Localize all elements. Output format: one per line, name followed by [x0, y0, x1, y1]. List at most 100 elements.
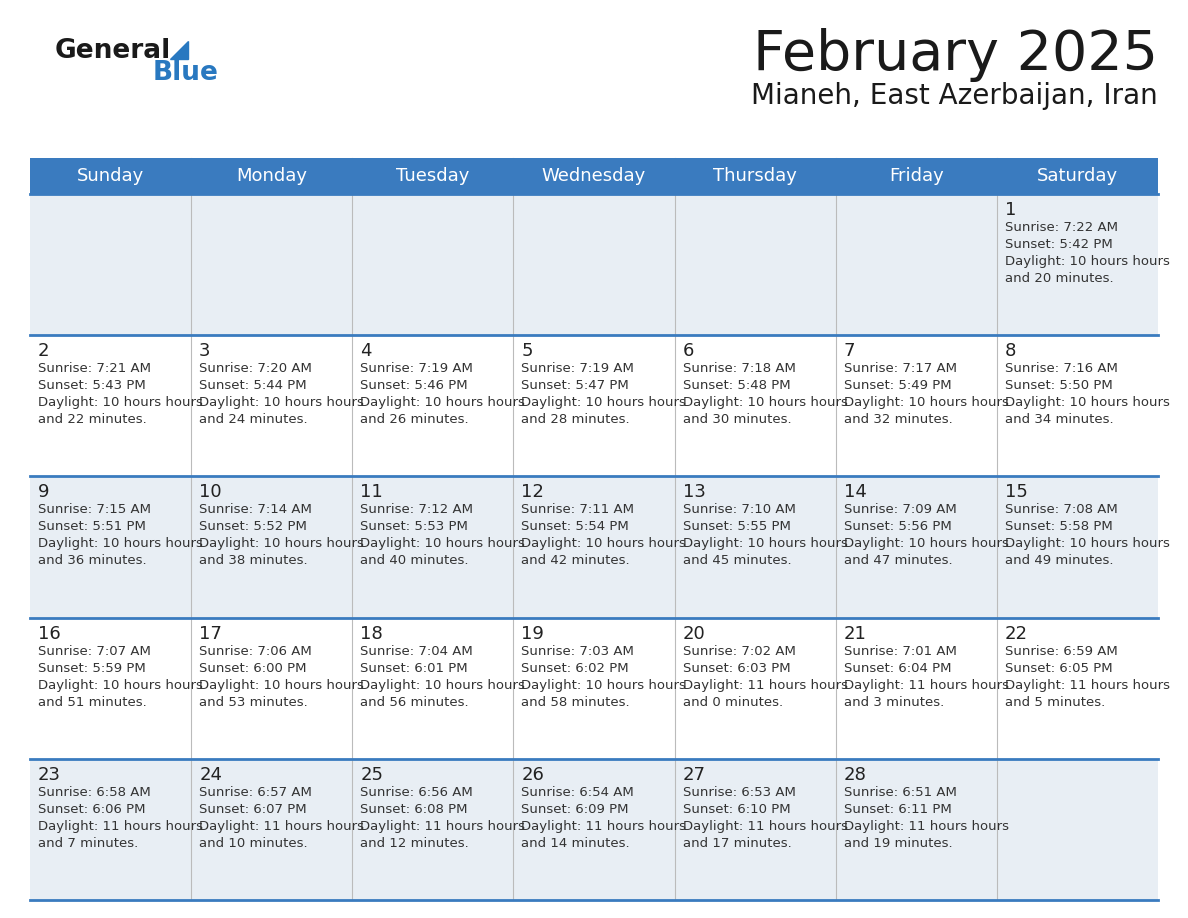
Text: 4: 4 — [360, 342, 372, 360]
Text: Sunset: 6:05 PM: Sunset: 6:05 PM — [1005, 662, 1112, 675]
Text: 20: 20 — [683, 624, 706, 643]
Text: and 12 minutes.: and 12 minutes. — [360, 837, 469, 850]
Text: Sunset: 6:10 PM: Sunset: 6:10 PM — [683, 803, 790, 816]
Text: Sunrise: 7:08 AM: Sunrise: 7:08 AM — [1005, 503, 1118, 517]
Text: 24: 24 — [200, 766, 222, 784]
Text: Daylight: 10 hours hours: Daylight: 10 hours hours — [200, 678, 364, 691]
Text: and 58 minutes.: and 58 minutes. — [522, 696, 630, 709]
Text: Sunset: 6:01 PM: Sunset: 6:01 PM — [360, 662, 468, 675]
Text: Sunrise: 7:22 AM: Sunrise: 7:22 AM — [1005, 221, 1118, 234]
Text: and 19 minutes.: and 19 minutes. — [843, 837, 953, 850]
Text: Sunset: 5:44 PM: Sunset: 5:44 PM — [200, 379, 307, 392]
Text: Daylight: 10 hours hours: Daylight: 10 hours hours — [38, 678, 203, 691]
Text: Daylight: 11 hours hours: Daylight: 11 hours hours — [1005, 678, 1170, 691]
Text: Sunset: 5:43 PM: Sunset: 5:43 PM — [38, 379, 146, 392]
Text: 1: 1 — [1005, 201, 1016, 219]
Text: and 24 minutes.: and 24 minutes. — [200, 413, 308, 426]
Text: 2: 2 — [38, 342, 50, 360]
Text: Sunset: 5:49 PM: Sunset: 5:49 PM — [843, 379, 952, 392]
Text: and 40 minutes.: and 40 minutes. — [360, 554, 469, 567]
Text: Daylight: 10 hours hours: Daylight: 10 hours hours — [200, 537, 364, 551]
Text: 13: 13 — [683, 484, 706, 501]
Text: Daylight: 11 hours hours: Daylight: 11 hours hours — [843, 678, 1009, 691]
Text: Daylight: 10 hours hours: Daylight: 10 hours hours — [1005, 537, 1170, 551]
Text: Daylight: 10 hours hours: Daylight: 10 hours hours — [360, 397, 525, 409]
Text: 16: 16 — [38, 624, 61, 643]
Text: Sunrise: 6:51 AM: Sunrise: 6:51 AM — [843, 786, 956, 799]
Text: Sunrise: 6:57 AM: Sunrise: 6:57 AM — [200, 786, 312, 799]
Text: and 20 minutes.: and 20 minutes. — [1005, 272, 1113, 285]
Text: Sunset: 6:11 PM: Sunset: 6:11 PM — [843, 803, 952, 816]
Text: Sunset: 5:42 PM: Sunset: 5:42 PM — [1005, 238, 1113, 251]
Text: Sunset: 5:52 PM: Sunset: 5:52 PM — [200, 521, 307, 533]
Text: Sunset: 5:47 PM: Sunset: 5:47 PM — [522, 379, 630, 392]
Text: Daylight: 10 hours hours: Daylight: 10 hours hours — [522, 397, 687, 409]
Text: 25: 25 — [360, 766, 384, 784]
Text: Sunset: 6:03 PM: Sunset: 6:03 PM — [683, 662, 790, 675]
Text: and 34 minutes.: and 34 minutes. — [1005, 413, 1113, 426]
Text: 21: 21 — [843, 624, 866, 643]
Bar — [30, 194, 1158, 335]
Text: Sunrise: 7:12 AM: Sunrise: 7:12 AM — [360, 503, 473, 517]
Text: Sunset: 6:04 PM: Sunset: 6:04 PM — [843, 662, 952, 675]
Text: and 22 minutes.: and 22 minutes. — [38, 413, 147, 426]
Text: and 53 minutes.: and 53 minutes. — [200, 696, 308, 709]
Text: Tuesday: Tuesday — [396, 167, 469, 185]
Text: and 56 minutes.: and 56 minutes. — [360, 696, 469, 709]
Text: 19: 19 — [522, 624, 544, 643]
Text: and 26 minutes.: and 26 minutes. — [360, 413, 469, 426]
Text: Sunset: 5:58 PM: Sunset: 5:58 PM — [1005, 521, 1113, 533]
Text: and 36 minutes.: and 36 minutes. — [38, 554, 146, 567]
Text: Sunrise: 6:54 AM: Sunrise: 6:54 AM — [522, 786, 634, 799]
Text: Sunrise: 7:19 AM: Sunrise: 7:19 AM — [522, 363, 634, 375]
Text: Sunset: 5:54 PM: Sunset: 5:54 PM — [522, 521, 630, 533]
Text: Daylight: 11 hours hours: Daylight: 11 hours hours — [200, 820, 365, 833]
Text: Sunrise: 6:59 AM: Sunrise: 6:59 AM — [1005, 644, 1118, 657]
Text: General: General — [55, 38, 171, 64]
Text: Sunrise: 7:06 AM: Sunrise: 7:06 AM — [200, 644, 312, 657]
Text: 5: 5 — [522, 342, 533, 360]
Text: Sunset: 5:48 PM: Sunset: 5:48 PM — [683, 379, 790, 392]
Text: Daylight: 10 hours hours: Daylight: 10 hours hours — [1005, 397, 1170, 409]
Text: Sunrise: 7:17 AM: Sunrise: 7:17 AM — [843, 363, 956, 375]
Text: Daylight: 10 hours hours: Daylight: 10 hours hours — [360, 537, 525, 551]
Text: Mianeh, East Azerbaijan, Iran: Mianeh, East Azerbaijan, Iran — [751, 82, 1158, 110]
Text: Sunset: 5:53 PM: Sunset: 5:53 PM — [360, 521, 468, 533]
Text: 8: 8 — [1005, 342, 1016, 360]
Text: Sunday: Sunday — [77, 167, 144, 185]
Text: 28: 28 — [843, 766, 866, 784]
Text: 10: 10 — [200, 484, 222, 501]
Text: and 14 minutes.: and 14 minutes. — [522, 837, 630, 850]
Text: 23: 23 — [38, 766, 61, 784]
Text: Thursday: Thursday — [713, 167, 797, 185]
Text: Sunrise: 6:56 AM: Sunrise: 6:56 AM — [360, 786, 473, 799]
Text: Sunrise: 7:18 AM: Sunrise: 7:18 AM — [683, 363, 796, 375]
Text: Daylight: 10 hours hours: Daylight: 10 hours hours — [522, 537, 687, 551]
Text: Daylight: 10 hours hours: Daylight: 10 hours hours — [38, 397, 203, 409]
Text: February 2025: February 2025 — [753, 28, 1158, 82]
Text: and 28 minutes.: and 28 minutes. — [522, 413, 630, 426]
Text: Sunset: 5:46 PM: Sunset: 5:46 PM — [360, 379, 468, 392]
Text: 18: 18 — [360, 624, 383, 643]
Text: 7: 7 — [843, 342, 855, 360]
Text: Daylight: 10 hours hours: Daylight: 10 hours hours — [683, 397, 847, 409]
Text: Daylight: 11 hours hours: Daylight: 11 hours hours — [843, 820, 1009, 833]
Text: and 38 minutes.: and 38 minutes. — [200, 554, 308, 567]
Text: Sunrise: 7:03 AM: Sunrise: 7:03 AM — [522, 644, 634, 657]
Text: Sunrise: 7:16 AM: Sunrise: 7:16 AM — [1005, 363, 1118, 375]
Text: Sunrise: 7:02 AM: Sunrise: 7:02 AM — [683, 644, 796, 657]
Text: Daylight: 10 hours hours: Daylight: 10 hours hours — [522, 678, 687, 691]
Text: Sunset: 6:09 PM: Sunset: 6:09 PM — [522, 803, 628, 816]
Text: 6: 6 — [683, 342, 694, 360]
Text: 9: 9 — [38, 484, 50, 501]
Text: Sunrise: 7:07 AM: Sunrise: 7:07 AM — [38, 644, 151, 657]
Text: Daylight: 10 hours hours: Daylight: 10 hours hours — [683, 537, 847, 551]
Text: 26: 26 — [522, 766, 544, 784]
Text: and 47 minutes.: and 47 minutes. — [843, 554, 953, 567]
Text: Sunrise: 7:09 AM: Sunrise: 7:09 AM — [843, 503, 956, 517]
Bar — [30, 759, 1158, 900]
Text: Daylight: 10 hours hours: Daylight: 10 hours hours — [200, 397, 364, 409]
Text: Daylight: 11 hours hours: Daylight: 11 hours hours — [683, 678, 847, 691]
Text: Sunrise: 7:14 AM: Sunrise: 7:14 AM — [200, 503, 312, 517]
Bar — [30, 476, 1158, 618]
